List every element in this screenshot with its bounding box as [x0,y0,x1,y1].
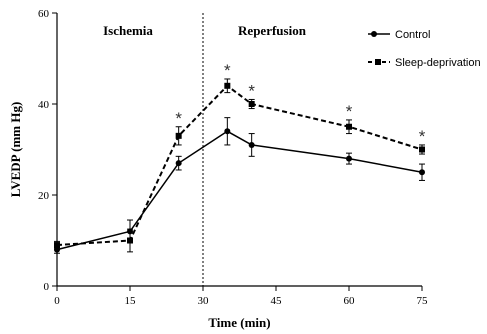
x-tick-label-45: 45 [271,295,283,307]
annotation-ischemia: Ischemia [103,23,153,38]
significance-marker-60: * [346,102,353,121]
data-point-0-6 [419,169,425,176]
legend-item-sleep-deprivation: Sleep-deprivation [368,57,481,69]
y-tick-label-20: 20 [38,190,50,202]
series-0 [54,117,425,254]
y-axis-title: LVEDP (mm Hg) [8,102,23,198]
y-tick-label-40: 40 [38,99,50,111]
series-layer [54,78,425,254]
legend: Control Sleep-deprivation [368,29,481,69]
data-point-0-3 [224,128,231,135]
annotation-reperfusion: Reperfusion [238,23,307,38]
x-axis-title: Time (min) [208,315,270,330]
data-point-1-4 [248,101,255,107]
series-line-0 [56,130,423,251]
significance-marker-35: * [224,61,231,80]
tick-group: 0 20 40 60 0 15 30 45 60 75 [38,8,428,307]
y-tick-label-60: 60 [38,8,50,20]
significance-marker-75: * [419,127,426,146]
x-tick-label-75: 75 [417,295,429,307]
series-line-1 [56,84,423,247]
data-point-1-1 [127,237,133,244]
data-point-0-0 [54,246,60,253]
axes [56,13,422,287]
legend-marker-sleep-deprivation [375,59,381,65]
data-point-0-4 [248,141,255,148]
data-point-0-5 [346,155,352,162]
data-point-1-0 [54,242,60,249]
legend-marker-control [371,31,377,37]
data-point-1-6 [419,146,425,153]
significance-marker-25: * [175,109,182,128]
y-tick-label-0: 0 [44,281,50,293]
series-1 [54,78,425,253]
x-tick-label-60: 60 [344,295,356,307]
x-tick-label-0: 0 [54,295,60,307]
legend-label-control: Control [395,29,430,41]
data-point-1-5 [346,123,352,130]
significance-marker-40: * [248,81,255,100]
significance-markers: * * * * * [175,61,425,146]
x-tick-label-30: 30 [198,295,210,307]
data-point-0-2 [175,160,182,167]
legend-label-sleep-deprivation: Sleep-deprivation [395,57,481,69]
data-point-1-3 [224,82,231,89]
x-tick-label-15: 15 [125,295,137,307]
legend-item-control: Control [368,29,430,41]
data-point-1-2 [175,132,182,139]
